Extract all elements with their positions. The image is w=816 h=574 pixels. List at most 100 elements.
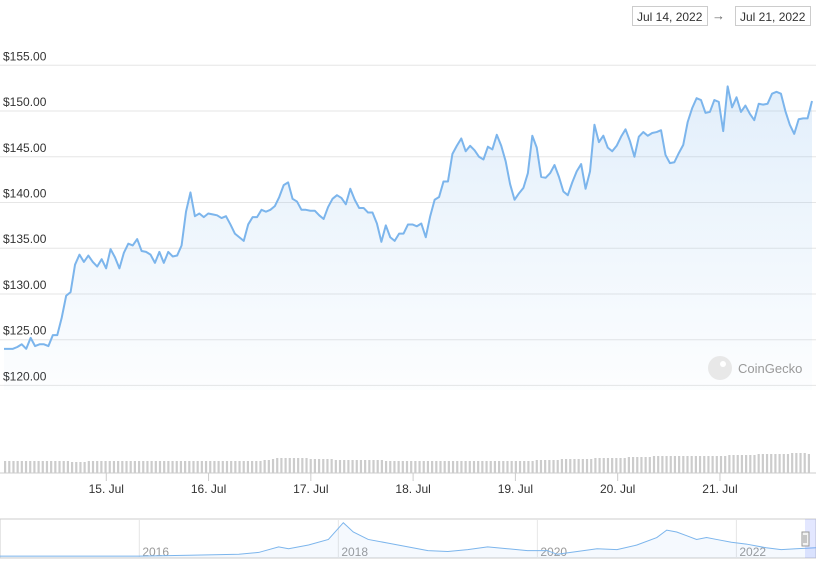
volume-bar [213, 461, 216, 473]
volume-bar [79, 462, 82, 473]
volume-bar [326, 459, 329, 473]
volume-bar [627, 457, 630, 473]
volume-bar [154, 461, 157, 473]
volume-bar [58, 461, 61, 473]
volume-bar [334, 460, 337, 473]
price-area-fill [4, 86, 812, 390]
volume-bar [590, 459, 593, 473]
volume-bar [108, 461, 111, 473]
volume-bar [380, 460, 383, 473]
volume-bar [171, 461, 174, 473]
x-tick-label: 17. Jul [293, 482, 328, 496]
volume-bar [598, 458, 601, 473]
range-start-input[interactable]: Jul 14, 2022 [632, 6, 708, 26]
volume-bar [556, 460, 559, 473]
volume-bars [4, 453, 810, 473]
volume-bar [137, 461, 141, 473]
navigator[interactable]: 2016 2018 2020 2022 [0, 518, 816, 559]
volume-bar [75, 462, 78, 473]
volume-bar [707, 456, 710, 473]
volume-bar [489, 461, 492, 473]
x-tick-label: 19. Jul [498, 482, 533, 496]
volume-bar [498, 461, 501, 473]
volume-bar [196, 461, 199, 473]
volume-bar [745, 455, 748, 473]
y-axis: $120.00$125.00$130.00$135.00$140.00$145.… [3, 49, 47, 383]
volume-bar [778, 454, 781, 473]
volume-bar [351, 460, 354, 473]
navigator-selection[interactable] [805, 519, 816, 558]
watermark-text: CoinGecko [738, 361, 802, 376]
volume-bar [242, 461, 245, 473]
volume-bar [217, 461, 220, 473]
volume-bar [765, 454, 769, 473]
volume-bar [301, 458, 304, 473]
range-end-input[interactable]: Jul 21, 2022 [735, 6, 811, 26]
volume-bar [251, 461, 254, 473]
volume-bar [267, 460, 270, 473]
volume-bar [560, 459, 563, 473]
volume-bar [564, 459, 568, 473]
volume-bar [602, 458, 605, 473]
volume-bar [644, 457, 647, 473]
volume-bar [422, 461, 425, 473]
volume-bar [481, 461, 484, 473]
coingecko-watermark: CoinGecko [708, 356, 802, 380]
volume-bar [514, 461, 517, 473]
volume-bar [606, 458, 610, 473]
volume-bar [16, 461, 19, 473]
volume-bar [255, 461, 258, 473]
volume-bar [799, 453, 802, 473]
volume-bar [698, 456, 702, 473]
x-axis: 15. Jul 16. Jul 17. Jul 18. Jul 19. Jul 20. J… [0, 472, 816, 496]
volume-bar [548, 460, 551, 473]
volume-bar [284, 458, 287, 473]
volume-bar [355, 460, 358, 473]
volume-bar [87, 461, 90, 473]
volume-bar [619, 458, 622, 473]
volume-bar [418, 461, 421, 473]
volume-bar [397, 461, 400, 473]
volume-bar [330, 459, 333, 473]
volume-bar [665, 456, 668, 473]
volume-bar [343, 460, 346, 473]
volume-bar [573, 459, 576, 473]
navigator-tick-label: 2018 [341, 545, 368, 559]
navigator-frame [0, 518, 816, 559]
y-tick-label: $130.00 [3, 278, 47, 292]
volume-bar [184, 461, 187, 473]
volume-bar [41, 461, 44, 473]
volume-bar [54, 461, 57, 473]
volume-bar [317, 459, 321, 473]
volume-bar [531, 461, 534, 473]
volume-bar [439, 461, 442, 473]
volume-bar [736, 455, 739, 473]
volume-bar [259, 461, 262, 473]
price-series-line[interactable] [4, 85, 813, 350]
volume-bar [33, 461, 36, 473]
volume-bar [133, 461, 136, 473]
volume-bar [443, 461, 446, 473]
volume-bar [426, 461, 430, 473]
x-tick-label: 16. Jul [191, 482, 226, 496]
volume-bar [204, 461, 208, 473]
volume-bar [678, 456, 681, 473]
volume-bar [506, 461, 509, 473]
volume-bar [393, 461, 396, 473]
gecko-logo-eye-icon [720, 361, 726, 367]
y-tick-label: $145.00 [3, 141, 47, 155]
x-tick-label: 18. Jul [395, 482, 430, 496]
volume-bar [305, 458, 308, 473]
price-line[interactable] [4, 85, 813, 350]
volume-bar [158, 461, 162, 473]
volume-bar [188, 461, 191, 473]
volume-bar [83, 462, 86, 473]
volume-bar [66, 461, 69, 473]
volume-bar [732, 455, 735, 473]
volume-bar [142, 461, 145, 473]
volume-bar [523, 461, 526, 473]
volume-bar [615, 458, 618, 473]
volume-bar [640, 457, 643, 473]
volume-bar [150, 461, 153, 473]
volume-bar [552, 460, 555, 473]
